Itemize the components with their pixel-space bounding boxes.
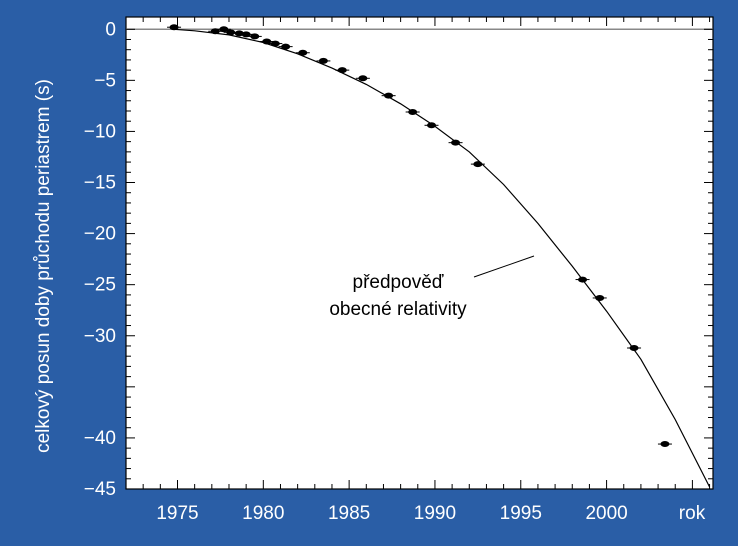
point-marker [629,345,639,352]
point-marker [219,26,229,33]
data-point [424,122,439,129]
x-axis-label: rok [679,503,706,524]
y-tick-label: −40 [84,428,116,449]
data-point [239,31,254,38]
plot-frame [125,16,714,490]
point-marker [408,109,418,116]
plot-area [126,17,713,489]
data-point [316,57,331,64]
y-tick-label: −20 [84,224,116,245]
y-tick-label: −5 [94,70,116,91]
point-marker [337,67,347,74]
point-marker [270,40,280,47]
point-marker [226,29,236,36]
y-tick-label: −30 [84,326,116,347]
y-tick-label: −10 [84,121,116,142]
annotation-line-2: obecné relativity [329,299,467,320]
point-marker [384,92,394,99]
y-tick-label: 0 [105,19,116,40]
point-marker [281,43,291,50]
point-marker [660,441,670,448]
point-marker [250,33,260,40]
data-point [295,49,310,56]
data-point [592,294,607,301]
point-marker [169,24,179,31]
axes: 0 −5 −10 −15 −20 −25 −30 −40 −45 1975 1980 1985 1990… [84,16,714,524]
point-marker [241,31,251,38]
data-point [247,33,262,40]
data-point [448,139,463,146]
annotation-line-1: předpověď [353,272,444,293]
data-point [335,67,350,74]
y-tick-label: −25 [84,275,116,296]
data-point [167,24,182,31]
x-tick-label: 1980 [242,503,284,524]
data-point [470,161,485,168]
data-points-group [167,24,672,448]
point-marker [427,122,437,129]
x-tick-label: 1975 [156,503,198,524]
point-marker [358,75,368,82]
annotation-leader-line [473,255,535,278]
data-point [208,28,223,35]
data-point [355,75,370,82]
y-tick-label: −15 [84,173,116,194]
x-tick-label: 1995 [500,503,542,524]
data-point [268,40,283,47]
data-point [627,345,642,352]
point-marker [595,294,605,301]
point-marker [473,161,483,168]
point-marker [298,49,308,56]
x-tick-label: 1985 [328,503,370,524]
data-point [575,276,590,283]
point-marker [451,139,461,146]
point-marker [578,276,588,283]
data-point [259,38,274,45]
y-axis-label: celkový posun doby průchodu periastrem (… [33,79,54,453]
data-point [657,441,672,448]
data-point [405,109,420,116]
data-point [381,92,396,99]
x-tick-label: 2000 [585,503,627,524]
point-marker [262,38,272,45]
data-point [278,43,293,50]
x-tick-label: 1990 [414,503,456,524]
data-point [216,26,231,33]
point-marker [210,28,220,35]
point-marker [318,57,328,64]
y-tick-label: −45 [84,479,116,500]
